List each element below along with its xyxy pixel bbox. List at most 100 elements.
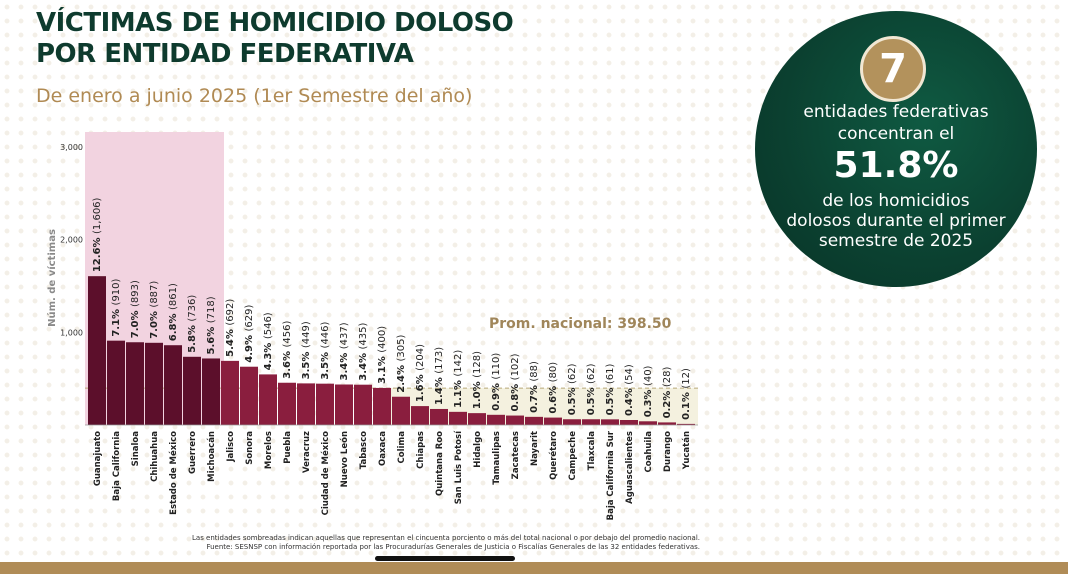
data-label: 0.1% (12) <box>681 368 692 420</box>
data-label: 0.3% (40) <box>643 365 654 417</box>
data-label-count: (128) <box>472 351 483 378</box>
summary-percent: 51.8% <box>833 145 959 186</box>
data-label-percent: 0.5% <box>605 384 616 415</box>
bar <box>259 374 277 425</box>
data-label: 0.6% (80) <box>548 362 559 414</box>
bar <box>145 342 163 425</box>
category-label: Estado de México <box>168 431 179 515</box>
data-label-count: (400) <box>377 326 388 353</box>
data-label-count: (446) <box>320 321 331 348</box>
bar <box>658 422 676 425</box>
category-label: Querétaro <box>548 431 559 480</box>
data-label: 3.1% (400) <box>377 326 388 384</box>
category-label: Ciudad de México <box>320 431 331 516</box>
data-label: 0.8% (102) <box>510 353 521 411</box>
bar <box>449 411 467 425</box>
data-label-count: (629) <box>244 305 255 332</box>
data-label-count: (305) <box>396 335 407 362</box>
category-label: Sinaloa <box>131 431 141 467</box>
footnote-source: Fuente: SESNSP con información reportada… <box>206 543 700 551</box>
data-label-percent: 0.5% <box>567 384 578 415</box>
data-label-percent: 3.5% <box>301 348 312 379</box>
home-indicator[interactable] <box>375 556 515 561</box>
bar <box>506 415 524 425</box>
category-label: San Luis Potosí <box>454 430 464 504</box>
bar <box>487 414 505 425</box>
data-label-percent: 0.6% <box>548 382 559 413</box>
data-label-count: (204) <box>415 344 426 371</box>
bar <box>563 419 581 425</box>
data-label: 3.5% (446) <box>320 321 331 379</box>
data-label: 3.5% (449) <box>301 321 312 379</box>
category-label: Oaxaca <box>378 431 388 466</box>
data-label: 1.4% (173) <box>434 347 445 405</box>
data-label-percent: 3.4% <box>339 349 350 380</box>
bar <box>639 421 657 425</box>
data-label-count: (62) <box>567 363 578 384</box>
data-label-percent: 7.0% <box>149 308 160 339</box>
data-label-percent: 1.6% <box>415 371 426 402</box>
category-label: Guerrero <box>188 431 198 474</box>
category-label: Durango <box>663 431 673 472</box>
bar <box>316 383 334 425</box>
summary-line-1: entidades federativas <box>803 102 989 122</box>
data-label-count: (449) <box>301 321 312 348</box>
data-label-percent: 0.9% <box>491 380 502 411</box>
data-label: 4.3% (546) <box>263 312 274 370</box>
bar <box>620 419 638 425</box>
data-label-percent: 0.3% <box>643 386 654 417</box>
category-label: Aguascalientes <box>625 431 635 504</box>
data-label-percent: 3.4% <box>358 349 369 380</box>
data-label: 0.5% (61) <box>605 364 616 416</box>
category-label: Baja California Sur <box>606 430 616 520</box>
data-label-count: (718) <box>206 296 217 323</box>
bar <box>240 366 258 425</box>
bar <box>601 419 619 425</box>
data-label-count: (736) <box>187 295 198 322</box>
bar <box>278 382 296 425</box>
data-label: 7.1% (910) <box>111 278 122 336</box>
category-label: Michoacán <box>207 431 217 482</box>
footnote-note: Las entidades sombreadas indican aquella… <box>192 534 700 542</box>
data-label-count: (40) <box>643 365 654 386</box>
data-label-count: (80) <box>548 362 559 383</box>
bar <box>202 358 220 425</box>
data-label: 12.6% (1,606) <box>92 197 103 272</box>
bar <box>468 413 486 425</box>
category-label: Colima <box>397 431 407 464</box>
category-label: Chiapas <box>416 431 426 469</box>
data-label-percent: 1.4% <box>434 374 445 405</box>
data-label-percent: 5.8% <box>187 322 198 353</box>
data-label: 4.9% (629) <box>244 305 255 363</box>
data-label: 0.5% (62) <box>567 363 578 415</box>
category-label: Zacatecas <box>511 431 521 479</box>
data-label-count: (28) <box>662 367 673 388</box>
title-line-1: VÍCTIMAS DE HOMICIDIO DOLOSO <box>36 8 514 38</box>
data-label-percent: 0.4% <box>624 385 635 416</box>
data-label-percent: 7.1% <box>111 305 122 336</box>
y-tick-label: 3,000 <box>60 143 83 152</box>
category-label: Baja California <box>112 431 122 501</box>
bar <box>335 384 353 425</box>
data-label-percent: 12.6% <box>92 234 103 272</box>
category-label: Chihuahua <box>150 431 160 482</box>
title-line-2: POR ENTIDAD FEDERATIVA <box>36 39 414 69</box>
category-label: Guanajuato <box>93 431 103 486</box>
category-label: Yucatán <box>682 431 692 470</box>
summary-line-2: concentran el <box>837 124 955 144</box>
data-label-count: (546) <box>263 312 274 339</box>
bar <box>430 408 448 425</box>
bar <box>373 387 391 425</box>
category-label: Morelos <box>264 431 274 469</box>
data-label: 1.6% (204) <box>415 344 426 402</box>
bar <box>88 276 106 425</box>
data-label-percent: 4.9% <box>244 331 255 362</box>
data-label-percent: 3.6% <box>282 348 293 379</box>
y-tick-label: 2,000 <box>60 236 83 245</box>
bar <box>126 342 144 425</box>
y-axis-label: Núm. de víctimas <box>46 229 58 327</box>
data-label-count: (456) <box>282 321 293 348</box>
category-label: Tabasco <box>359 431 369 469</box>
data-label-count: (110) <box>491 353 502 380</box>
data-label-count: (893) <box>130 280 141 307</box>
